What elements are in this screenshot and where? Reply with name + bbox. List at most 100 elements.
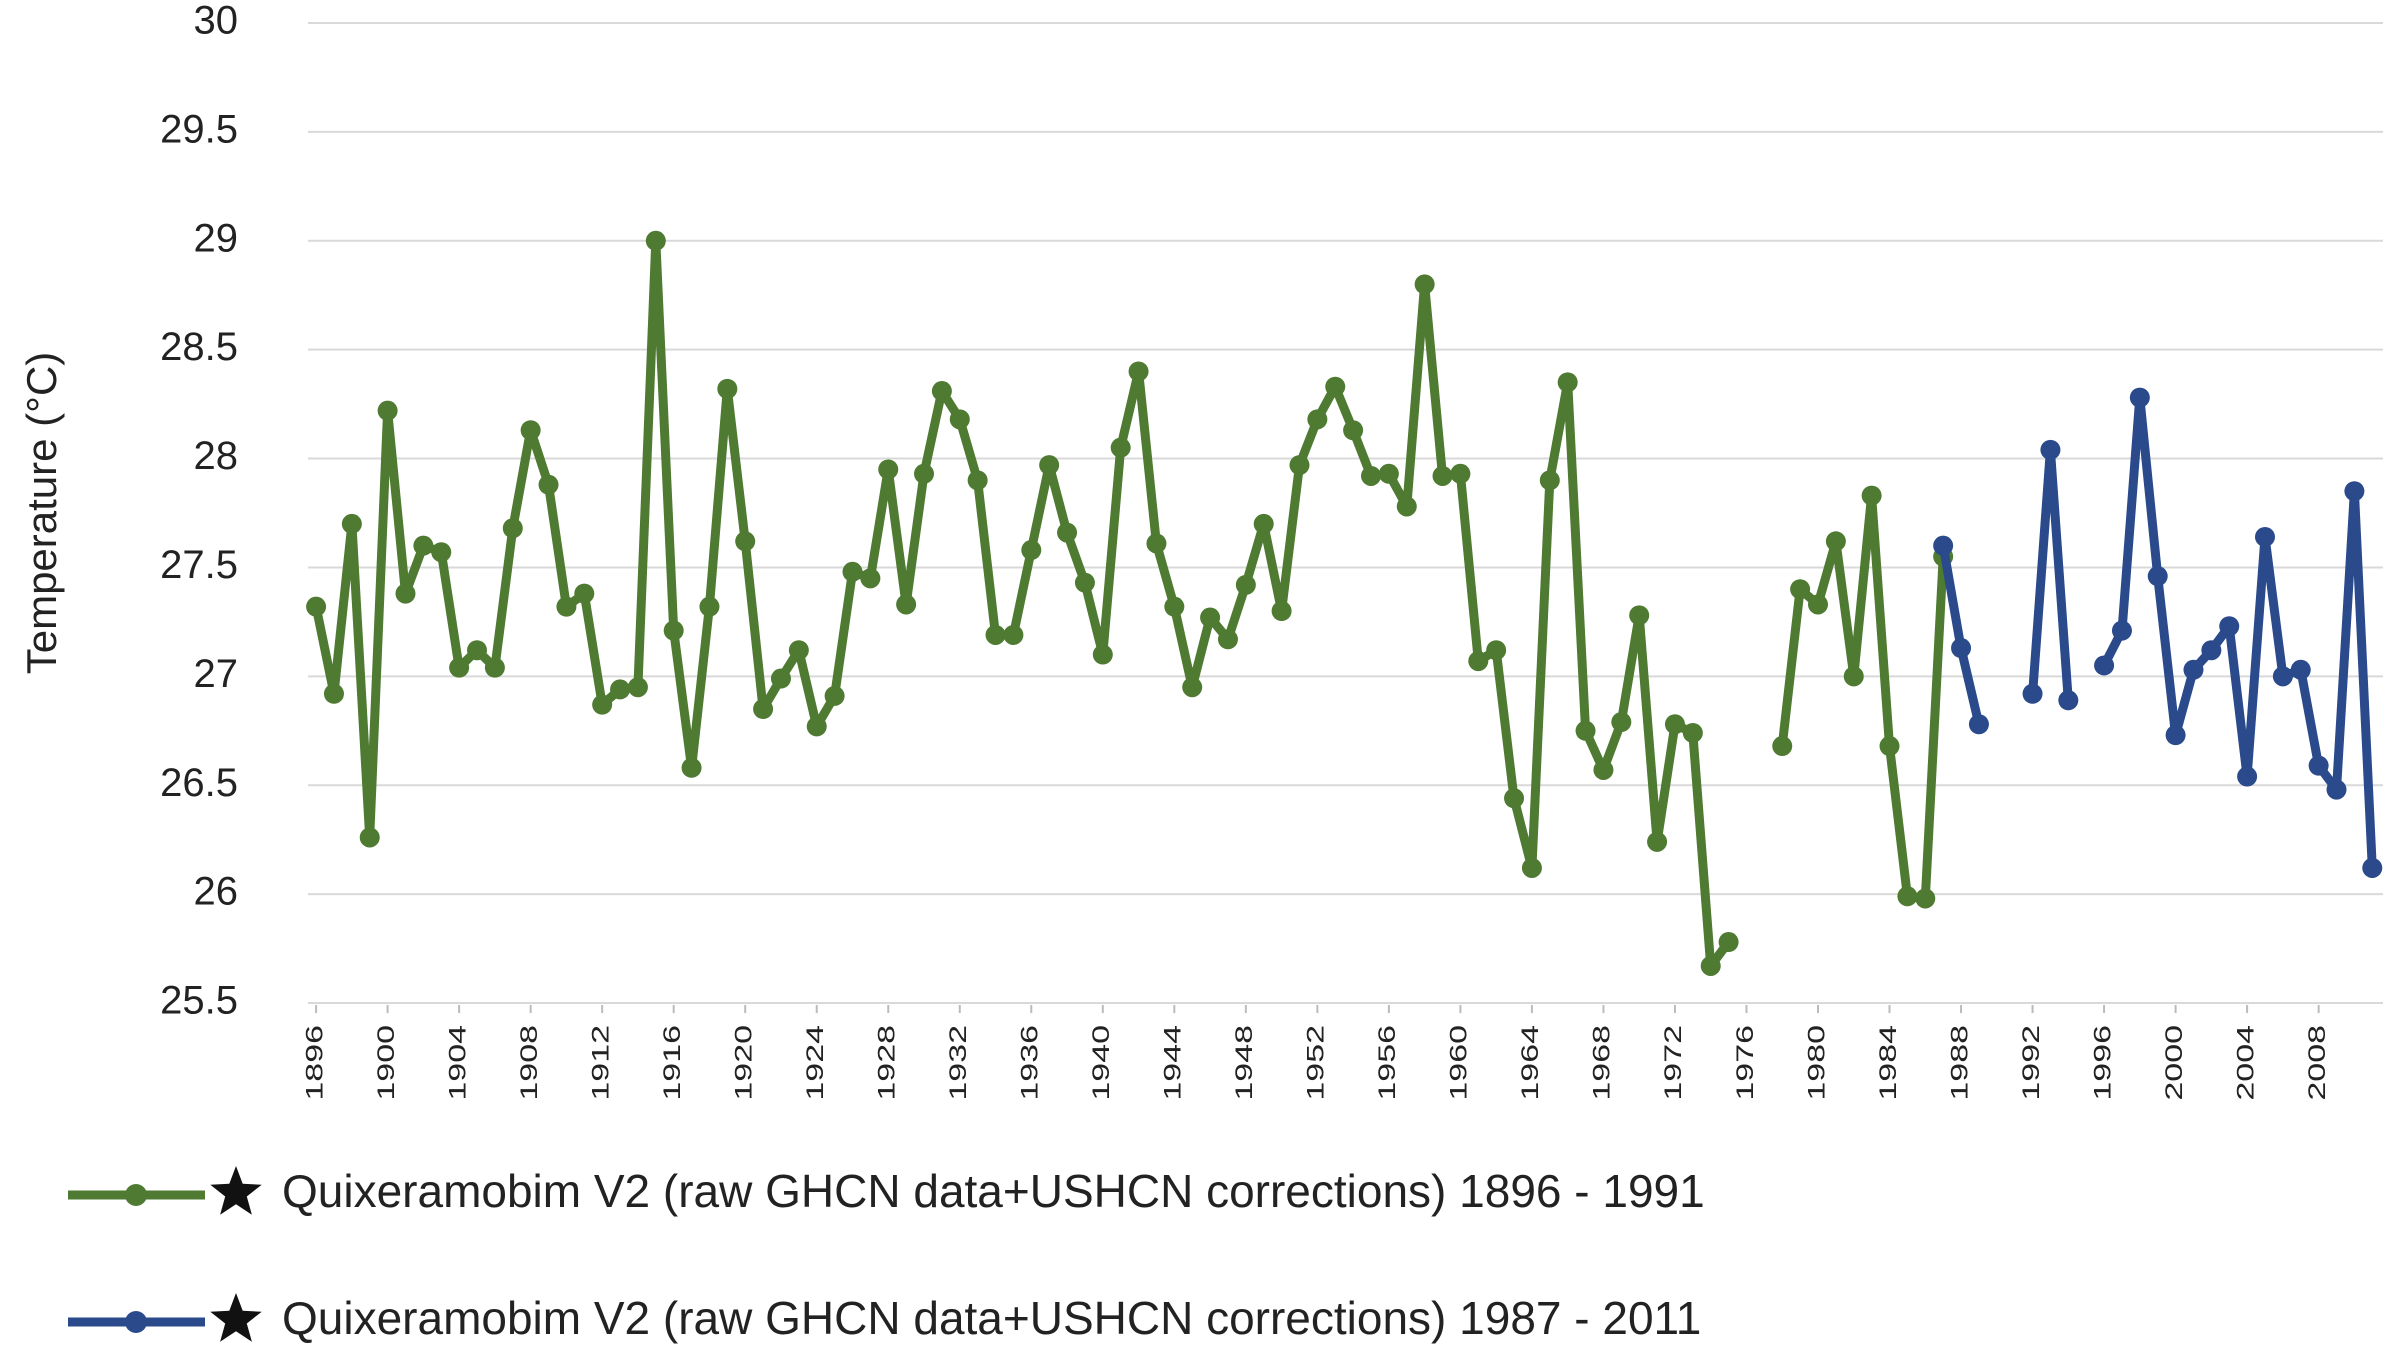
data-point bbox=[2111, 620, 2132, 641]
data-point bbox=[449, 657, 470, 678]
data-point bbox=[1325, 376, 1346, 397]
x-tick-label: 1980 bbox=[1803, 1025, 1830, 1101]
x-tick-label: 2008 bbox=[2304, 1025, 2331, 1101]
data-point bbox=[502, 518, 523, 539]
legend-marker bbox=[125, 1311, 147, 1333]
y-tick-label: 25.5 bbox=[160, 979, 238, 1023]
data-point bbox=[1074, 572, 1095, 593]
y-axis-label: Temperature (°C) bbox=[18, 352, 65, 675]
data-point bbox=[1629, 605, 1650, 626]
data-point bbox=[1700, 955, 1721, 976]
data-point bbox=[2219, 616, 2240, 637]
data-point bbox=[1647, 831, 1668, 852]
x-tick-label: 1972 bbox=[1660, 1025, 1687, 1101]
x-tick-label: 1964 bbox=[1517, 1025, 1544, 1101]
data-point bbox=[2254, 526, 2275, 547]
x-tick-label: 2004 bbox=[2232, 1025, 2259, 1101]
x-tick-label: 1904 bbox=[444, 1025, 471, 1101]
data-point bbox=[2326, 779, 2347, 800]
data-point bbox=[1307, 409, 1328, 430]
x-tick-label: 1988 bbox=[1946, 1025, 1973, 1101]
data-point bbox=[1611, 712, 1632, 733]
x-tick-label: 1952 bbox=[1303, 1025, 1330, 1101]
data-point bbox=[1968, 714, 1989, 735]
data-point bbox=[1557, 372, 1578, 393]
data-point bbox=[2147, 566, 2168, 587]
x-tick-label: 1984 bbox=[1875, 1025, 1902, 1101]
x-tick-label: 1968 bbox=[1589, 1025, 1616, 1101]
series-line bbox=[1938, 544, 1984, 726]
data-point bbox=[663, 620, 684, 641]
data-point bbox=[467, 640, 488, 661]
data-point bbox=[645, 230, 666, 251]
data-point bbox=[1682, 722, 1703, 743]
data-point bbox=[1110, 437, 1131, 458]
data-point bbox=[2362, 857, 2383, 878]
data-point bbox=[878, 459, 899, 480]
data-point bbox=[1450, 463, 1471, 484]
legend-star bbox=[210, 1293, 262, 1342]
data-point bbox=[1772, 736, 1793, 757]
x-tick-label: 1916 bbox=[659, 1025, 686, 1101]
data-point bbox=[413, 535, 434, 556]
data-point bbox=[1879, 736, 1900, 757]
data-point bbox=[699, 596, 720, 617]
data-point bbox=[842, 561, 863, 582]
data-point bbox=[574, 583, 595, 604]
data-point bbox=[306, 596, 327, 617]
y-tick-label: 27.5 bbox=[160, 543, 238, 587]
data-point bbox=[967, 470, 988, 491]
data-point bbox=[484, 657, 505, 678]
x-tick-label: 1944 bbox=[1160, 1025, 1187, 1101]
data-point bbox=[323, 683, 344, 704]
data-point bbox=[1378, 463, 1399, 484]
x-tick-label: 1956 bbox=[1374, 1025, 1401, 1101]
y-tick-label: 28 bbox=[194, 434, 239, 478]
data-point bbox=[1146, 533, 1167, 554]
data-point bbox=[1217, 629, 1238, 650]
data-point bbox=[538, 474, 559, 495]
data-point bbox=[1271, 601, 1292, 621]
data-point bbox=[1182, 677, 1203, 698]
x-tick-label: 1960 bbox=[1446, 1025, 1473, 1101]
data-point bbox=[1539, 470, 1560, 491]
x-tick-label: 1900 bbox=[373, 1025, 400, 1101]
data-point bbox=[1343, 420, 1364, 441]
data-point bbox=[2201, 640, 2222, 661]
x-tick-label: 1936 bbox=[1016, 1025, 1043, 1101]
data-point bbox=[1039, 455, 1060, 476]
data-point bbox=[914, 463, 935, 484]
data-point bbox=[824, 685, 845, 706]
x-tick-label: 1940 bbox=[1088, 1025, 1115, 1101]
data-point bbox=[592, 694, 613, 715]
data-point bbox=[1843, 666, 1864, 687]
data-point bbox=[2058, 690, 2079, 711]
data-point bbox=[1486, 640, 1507, 661]
data-point bbox=[2237, 766, 2258, 787]
data-point bbox=[753, 699, 774, 719]
data-point bbox=[681, 757, 702, 778]
data-point bbox=[806, 716, 827, 737]
y-tick-label: 29.5 bbox=[160, 107, 238, 151]
data-point bbox=[1021, 540, 1042, 561]
data-point bbox=[770, 668, 791, 689]
data-point bbox=[1807, 594, 1828, 615]
data-point bbox=[717, 378, 738, 399]
data-point bbox=[2290, 659, 2311, 680]
data-point bbox=[735, 531, 756, 552]
legend-star bbox=[210, 1166, 262, 1215]
data-point bbox=[431, 542, 452, 563]
data-point bbox=[788, 640, 809, 661]
data-point bbox=[1092, 644, 1113, 665]
data-point bbox=[2040, 439, 2061, 460]
data-point bbox=[2129, 387, 2150, 408]
data-point bbox=[1504, 788, 1525, 809]
data-point bbox=[341, 513, 362, 534]
data-point bbox=[1825, 531, 1846, 552]
data-point bbox=[2022, 683, 2043, 704]
data-point bbox=[1200, 607, 1221, 628]
data-point bbox=[1861, 485, 1882, 506]
data-point bbox=[395, 583, 416, 604]
y-tick-label: 26 bbox=[194, 870, 239, 914]
